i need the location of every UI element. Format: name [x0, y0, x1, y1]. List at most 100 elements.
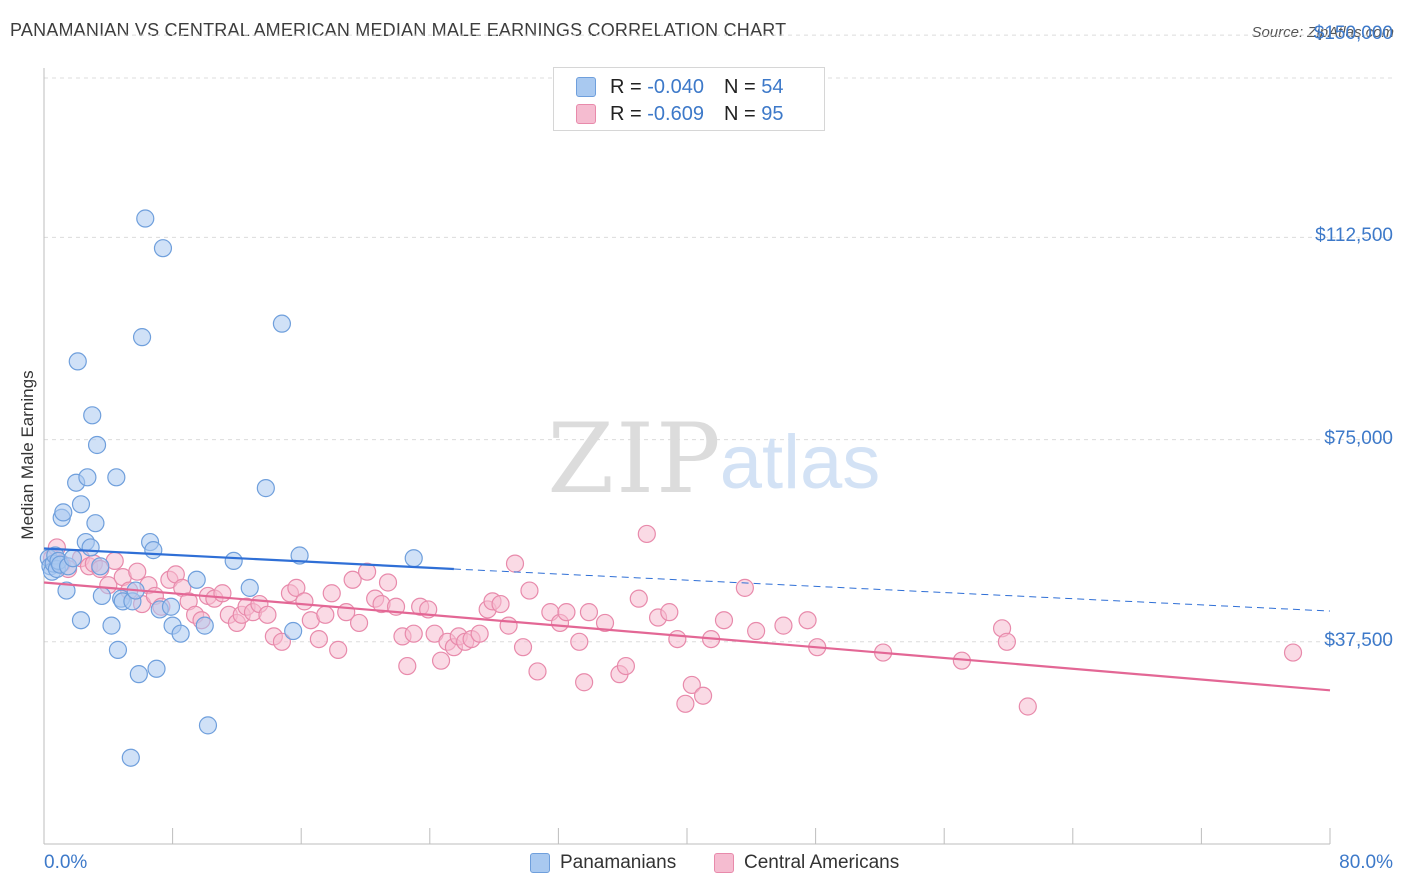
data-point — [86, 514, 105, 533]
data-point — [57, 581, 76, 600]
legend-n-value: 95 — [761, 102, 784, 125]
data-point — [505, 554, 525, 573]
data-point — [102, 616, 121, 635]
legend-swatch-blue — [576, 77, 596, 97]
data-point — [570, 632, 589, 651]
data-point — [557, 603, 576, 622]
data-point — [272, 314, 292, 333]
data-point — [682, 675, 701, 695]
data-point — [198, 716, 218, 735]
bottom-legend-label: Central Americans — [744, 852, 900, 873]
data-point — [136, 209, 155, 228]
data-point — [431, 651, 451, 670]
y-tick-label: $37,500 — [1324, 629, 1393, 651]
data-point — [520, 581, 539, 600]
data-point — [272, 632, 292, 651]
data-point — [774, 616, 793, 635]
y-tick-label: $150,000 — [1313, 23, 1393, 45]
data-point — [343, 570, 362, 589]
data-point — [404, 549, 423, 568]
data-point — [132, 328, 152, 347]
data-point — [71, 495, 91, 514]
data-point — [287, 578, 306, 597]
data-point — [213, 584, 232, 603]
data-point — [329, 640, 348, 659]
data-point — [660, 603, 679, 622]
series-panamanians — [39, 209, 423, 767]
data-point — [470, 624, 489, 643]
axes — [43, 68, 1331, 845]
trend-line-panamanians — [43, 547, 454, 571]
trend-line-central-americans — [43, 581, 1331, 692]
data-point — [499, 616, 518, 635]
watermark-atlas: atlas — [720, 420, 881, 505]
data-point — [68, 352, 87, 371]
data-point — [121, 748, 140, 767]
data-point — [83, 406, 102, 425]
data-point — [1018, 697, 1037, 716]
data-point — [91, 557, 110, 576]
bottom-legend-swatch-blue — [530, 853, 550, 873]
trend-line-panamanians-extension — [453, 568, 1331, 612]
data-point — [629, 589, 648, 608]
data-point — [240, 578, 259, 597]
data-point — [187, 570, 206, 589]
x-tick-label-max: 80.0% — [1339, 852, 1393, 873]
legend-swatch-pink — [576, 104, 596, 124]
data-point — [575, 673, 594, 692]
data-point — [63, 549, 83, 568]
data-point — [798, 611, 817, 630]
data-point — [284, 621, 303, 641]
data-point — [256, 479, 275, 498]
data-point — [595, 613, 615, 633]
data-point — [147, 659, 166, 678]
data-point — [309, 629, 328, 649]
data-point — [316, 605, 335, 624]
data-point — [71, 611, 91, 630]
bottom-legend-panamanians: Panamanians — [530, 852, 676, 874]
data-point — [107, 468, 126, 487]
data-point — [81, 538, 100, 557]
data-point — [322, 584, 341, 603]
legend-row-panamanians: R = -0.040 N = 54 — [576, 74, 783, 100]
watermark-zip: ZIP — [547, 403, 722, 515]
data-point — [358, 562, 377, 581]
data-point — [668, 629, 687, 649]
legend-r-value: -0.609 — [647, 102, 704, 125]
data-point — [161, 597, 181, 616]
data-point — [144, 541, 163, 560]
bottom-legend-swatch-pink — [714, 853, 734, 873]
trend-lines — [43, 547, 1331, 692]
data-point — [735, 578, 754, 597]
legend-n-value: 54 — [761, 75, 784, 98]
data-point — [92, 586, 111, 606]
data-point — [171, 624, 190, 643]
data-point — [129, 665, 148, 684]
legend-row-central-americans: R = -0.609 N = 95 — [576, 101, 783, 127]
data-point — [997, 632, 1016, 651]
data-point — [258, 605, 277, 624]
data-point — [747, 621, 766, 641]
x-tick-label-min: 0.0% — [44, 852, 88, 873]
data-point — [295, 592, 314, 611]
data-point — [78, 468, 97, 487]
data-point — [108, 640, 128, 659]
bottom-legend-central-americans: Central Americans — [714, 852, 899, 874]
legend-n-label: N = — [723, 102, 756, 125]
data-point — [579, 603, 599, 622]
data-point — [290, 546, 309, 565]
bottom-legend-label: Panamanians — [560, 852, 677, 873]
data-point — [714, 611, 734, 630]
data-point — [404, 624, 423, 643]
data-point — [153, 239, 173, 258]
data-point — [676, 694, 695, 713]
data-point — [425, 624, 444, 643]
data-point — [528, 662, 547, 681]
data-point — [491, 594, 510, 614]
data-point — [54, 503, 73, 522]
data-point — [513, 638, 533, 657]
data-point — [128, 562, 147, 581]
legend-r-label: R = — [610, 75, 642, 98]
data-point — [378, 573, 398, 592]
